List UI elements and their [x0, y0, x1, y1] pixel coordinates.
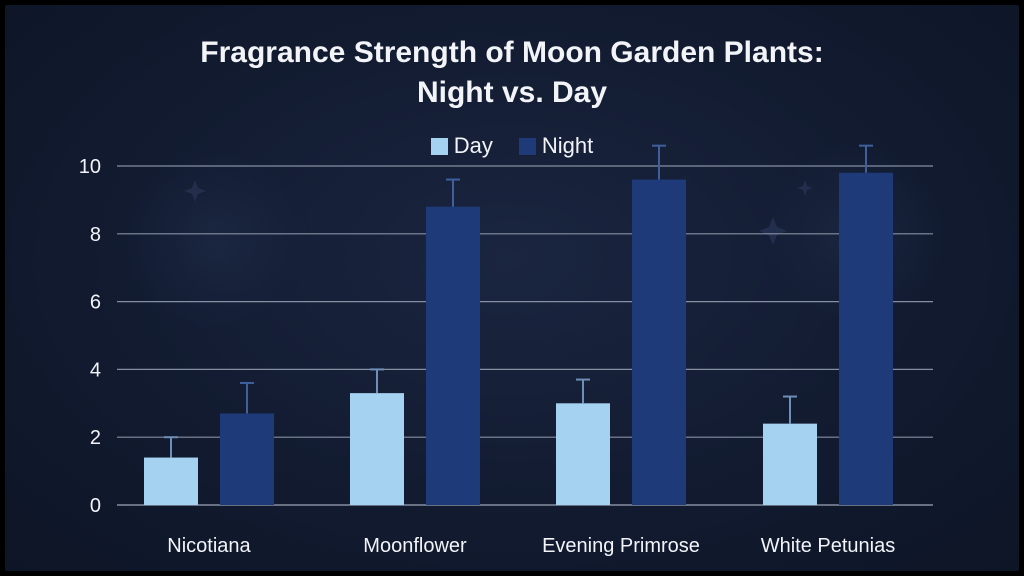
chart-frame: Fragrance Strength of Moon Garden Plants… — [5, 5, 1019, 571]
bar-chart-plot: 0 2 4 6 8 10 Nicotiana Moonflower Evening Primro… — [79, 144, 933, 557]
y-tick-label: 6 — [90, 292, 101, 314]
bar-night — [220, 413, 274, 505]
legend-item-day: Day — [430, 133, 493, 159]
bar-day — [350, 393, 404, 505]
y-tick-label: 8 — [90, 224, 101, 246]
y-tick-label: 4 — [90, 359, 101, 381]
y-tick-label: 0 — [90, 495, 101, 517]
legend-swatch-night — [518, 137, 536, 155]
bar-day — [763, 423, 817, 505]
bar-night — [839, 172, 893, 505]
chart-title-line-1: Fragrance Strength of Moon Garden Plants… — [200, 36, 824, 69]
legend: Day Night — [5, 133, 1019, 159]
bar-day — [556, 403, 610, 505]
legend-item-night: Night — [518, 133, 594, 159]
legend-label-night: Night — [541, 133, 594, 158]
y-tick-label: 10 — [79, 156, 101, 178]
y-tick-label: 2 — [90, 427, 101, 449]
x-tick-label: Evening Primrose — [542, 535, 700, 557]
bar-night — [632, 179, 686, 505]
bar-night — [426, 206, 480, 505]
bar-day — [144, 457, 198, 505]
legend-label-day: Day — [453, 133, 493, 158]
crescent-moon-left-icon — [120, 145, 310, 335]
chart-title-line-2: Night vs. Day — [416, 76, 608, 109]
x-tick-label: White Petunias — [761, 535, 896, 557]
legend-swatch-day — [430, 137, 448, 155]
chart-title: Fragrance Strength of Moon Garden Plants… — [5, 33, 1019, 113]
x-tick-label: Moonflower — [363, 535, 467, 557]
x-tick-label: Nicotiana — [167, 535, 251, 557]
